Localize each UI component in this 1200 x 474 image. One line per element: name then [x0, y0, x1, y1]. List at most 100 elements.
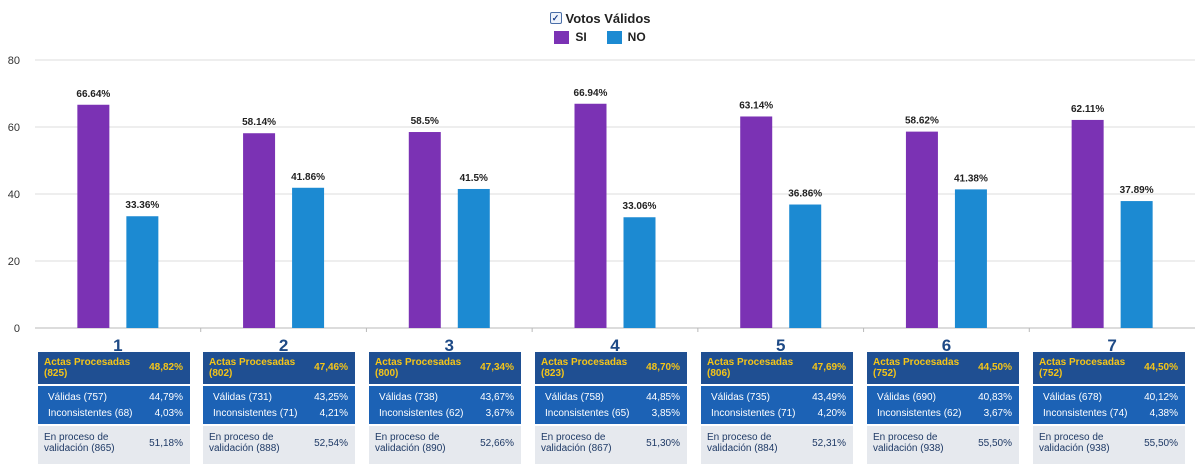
panels-container: Actas Procesadas (825) 48,82% Válidas (757…: [0, 352, 1200, 464]
y-tick-label: 20: [8, 256, 20, 268]
actas-procesadas-pct: 47,46%: [314, 362, 348, 373]
en-proceso-label: En proceso de validación (938): [873, 432, 944, 454]
y-tick-label: 60: [8, 122, 20, 134]
actas-procesadas-pct: 47,69%: [812, 362, 846, 373]
inconsistentes-label: Inconsistentes (62): [877, 408, 962, 419]
validas-label: Válidas (690): [877, 392, 936, 403]
data-label: 58.62%: [905, 116, 939, 127]
actas-procesadas-label: Actas Procesadas (823): [541, 357, 628, 379]
inconsistentes-label: Inconsistentes (62): [379, 408, 464, 419]
legend-label-si: SI: [575, 30, 587, 44]
results-panel-1: Actas Procesadas (825) 48,82% Válidas (757…: [38, 352, 190, 464]
actas-procesadas-label: Actas Procesadas (806): [707, 357, 794, 379]
actas-procesadas-row: Actas Procesadas (752) 44,50%: [1033, 352, 1185, 384]
en-proceso-label: En proceso de validación (865): [44, 432, 115, 454]
category-label: 7: [1107, 336, 1116, 352]
inconsistentes-pct: 3,67%: [485, 408, 514, 419]
bar-si: [408, 132, 441, 328]
validas-label: Válidas (735): [711, 392, 770, 403]
validas-inconsistentes-block: Válidas (735) 43,49% Inconsistentes (71) 4,…: [701, 386, 853, 424]
validas-inconsistentes-block: Válidas (690) 40,83% Inconsistentes (62) 3,…: [867, 386, 1019, 424]
validas-inconsistentes-block: Válidas (678) 40,12% Inconsistentes (74) 4,…: [1033, 386, 1185, 424]
legend-title[interactable]: ✓ Votos Válidos: [549, 11, 651, 26]
results-panel-6: Actas Procesadas (752) 44,50% Válidas (690…: [867, 352, 1019, 464]
en-proceso-row: En proceso de validación (865) 51,18%: [38, 426, 190, 464]
data-label: 66.64%: [76, 89, 110, 100]
validas-label: Válidas (757): [48, 392, 107, 403]
inconsistentes-pct: 3,85%: [651, 408, 680, 419]
en-proceso-pct: 52,31%: [812, 438, 846, 449]
actas-procesadas-pct: 44,50%: [978, 362, 1012, 373]
category-label: 2: [279, 336, 288, 352]
validas-inconsistentes-block: Válidas (738) 43,67% Inconsistentes (62) 3,…: [369, 386, 521, 424]
inconsistentes-pct: 4,21%: [319, 408, 348, 419]
actas-procesadas-row: Actas Procesadas (800) 47,34%: [369, 352, 521, 384]
en-proceso-row: En proceso de validación (867) 51,30%: [535, 426, 687, 464]
validas-inconsistentes-block: Válidas (757) 44,79% Inconsistentes (68) 4,…: [38, 386, 190, 424]
en-proceso-label: En proceso de validación (938): [1039, 432, 1110, 454]
bar-si: [1071, 119, 1104, 328]
results-panel-2: Actas Procesadas (802) 47,46% Válidas (731…: [203, 352, 355, 464]
legend-item-no[interactable]: NO: [606, 30, 646, 44]
en-proceso-label: En proceso de validación (884): [707, 432, 778, 454]
actas-procesadas-row: Actas Procesadas (802) 47,46%: [203, 352, 355, 384]
validas-pct: 43,67%: [480, 392, 514, 403]
actas-procesadas-row: Actas Procesadas (752) 44,50%: [867, 352, 1019, 384]
inconsistentes-pct: 4,38%: [1149, 408, 1178, 419]
legend-item-si[interactable]: SI: [554, 30, 587, 44]
actas-procesadas-pct: 48,82%: [149, 362, 183, 373]
validas-pct: 43,49%: [812, 392, 846, 403]
actas-procesadas-label: Actas Procesadas (800): [375, 357, 462, 379]
validas-pct: 40,83%: [978, 392, 1012, 403]
inconsistentes-label: Inconsistentes (74): [1043, 408, 1128, 419]
en-proceso-pct: 51,18%: [149, 438, 183, 449]
inconsistentes-pct: 3,67%: [983, 408, 1012, 419]
bar-si: [740, 116, 773, 328]
validas-inconsistentes-block: Válidas (731) 43,25% Inconsistentes (71) 4,…: [203, 386, 355, 424]
actas-procesadas-label: Actas Procesadas (802): [209, 357, 296, 379]
bar-no: [126, 216, 159, 328]
actas-procesadas-row: Actas Procesadas (823) 48,70%: [535, 352, 687, 384]
en-proceso-pct: 52,54%: [314, 438, 348, 449]
bar-no: [623, 217, 656, 328]
bar-no: [457, 188, 490, 328]
data-label: 41.38%: [954, 173, 988, 184]
en-proceso-row: En proceso de validación (938) 55,50%: [1033, 426, 1185, 464]
data-label: 33.36%: [125, 200, 159, 211]
actas-procesadas-pct: 48,70%: [646, 362, 680, 373]
category-label: 5: [776, 336, 785, 352]
validas-pct: 44,79%: [149, 392, 183, 403]
validas-label: Válidas (731): [213, 392, 272, 403]
en-proceso-label: En proceso de validación (890): [375, 432, 446, 454]
validas-label: Válidas (678): [1043, 392, 1102, 403]
actas-procesadas-label: Actas Procesadas (752): [1039, 357, 1126, 379]
results-panel-4: Actas Procesadas (823) 48,70% Válidas (758…: [535, 352, 687, 464]
data-label: 33.06%: [623, 201, 657, 212]
legend-swatch-no: [606, 30, 622, 44]
validas-label: Válidas (738): [379, 392, 438, 403]
checkbox-icon[interactable]: ✓: [549, 12, 562, 24]
actas-procesadas-row: Actas Procesadas (825) 48,82%: [38, 352, 190, 384]
bar-si: [77, 104, 110, 328]
bar-no: [789, 204, 822, 328]
data-label: 36.86%: [788, 189, 822, 200]
data-label: 41.5%: [460, 173, 488, 184]
en-proceso-row: En proceso de validación (890) 52,66%: [369, 426, 521, 464]
en-proceso-label: En proceso de validación (867): [541, 432, 612, 454]
actas-procesadas-row: Actas Procesadas (806) 47,69%: [701, 352, 853, 384]
en-proceso-row: En proceso de validación (938) 55,50%: [867, 426, 1019, 464]
inconsistentes-label: Inconsistentes (68): [48, 408, 133, 419]
y-tick-label: 0: [14, 323, 20, 335]
actas-procesadas-pct: 47,34%: [480, 362, 514, 373]
y-tick-label: 40: [8, 189, 20, 201]
validas-pct: 44,85%: [646, 392, 680, 403]
y-tick-label: 80: [8, 55, 20, 67]
inconsistentes-pct: 4,03%: [154, 408, 183, 419]
results-panel-7: Actas Procesadas (752) 44,50% Válidas (678…: [1033, 352, 1185, 464]
data-label: 66.94%: [574, 88, 608, 99]
bar-chart: 0 20 40 60 80 66.64% 33.36% 1 58.14% 41.86% 2 58.5%…: [8, 55, 1195, 352]
inconsistentes-label: Inconsistentes (71): [711, 408, 796, 419]
inconsistentes-label: Inconsistentes (65): [545, 408, 630, 419]
category-label: 1: [113, 336, 122, 352]
en-proceso-row: En proceso de validación (888) 52,54%: [203, 426, 355, 464]
